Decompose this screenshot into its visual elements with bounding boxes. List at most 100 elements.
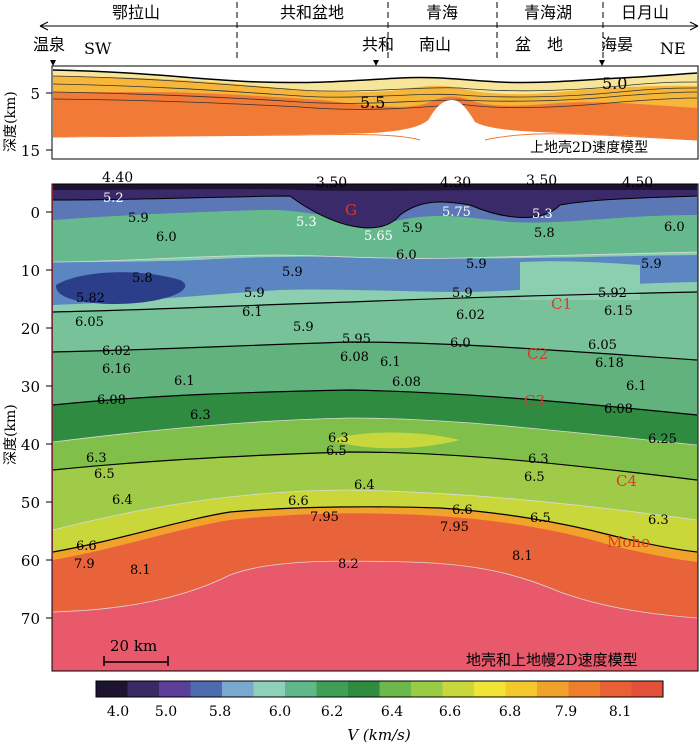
region-header: 鄂拉山 共和盆地 青海 青海湖 日月山 温泉 SW 共和 南山 盆 地 海晏 N… (33, 2, 699, 66)
place-label: 南山 (419, 35, 451, 54)
velocity-label: 6.15 (604, 304, 633, 319)
colorbar-cell (505, 681, 538, 697)
interface-line-moho (52, 506, 698, 553)
colorbar-cell (631, 681, 664, 697)
scale-bar-label: 20 km (110, 637, 157, 655)
velocity-label: 5.9 (402, 221, 423, 236)
contour-line (52, 91, 698, 104)
velocity-label: 6.0 (664, 220, 685, 235)
region-label: 鄂拉山 (112, 3, 160, 22)
surface-velocity: 4.30 (440, 175, 471, 191)
y-tick-label: 40 (21, 436, 40, 454)
contour-line (52, 97, 698, 110)
interface-label-c1: C1 (551, 295, 572, 313)
interface-line-c3 (52, 389, 698, 416)
velocity-label: 6.1 (242, 305, 263, 320)
surface-velocity: 3.50 (526, 173, 557, 189)
place-label: 海晏 (601, 35, 633, 54)
velocity-zone-6.5-patch (330, 432, 460, 449)
interface-label-c4: C4 (616, 472, 637, 490)
colorbar-cell (190, 681, 223, 697)
velocity-label: 6.0 (450, 336, 471, 351)
topography-line (52, 69, 698, 84)
velocity-label: 6.1 (174, 374, 195, 389)
velocity-label: 6.4 (354, 478, 375, 493)
colorbar-cell (316, 681, 349, 697)
colorbar-tick-label: 8.1 (609, 704, 631, 720)
velocity-zone-5.8 (55, 272, 186, 305)
velocity-label: 6.1 (626, 379, 647, 394)
upper-crust-panel: 5.5 5.0 上地壳2D速度模型 5 15 深度(km) (3, 65, 699, 160)
contour-line (52, 83, 698, 98)
upper-model-bottom (52, 133, 698, 141)
y-tick-label: 0 (30, 204, 40, 222)
velocity-label: 6.6 (288, 494, 309, 509)
place-label: 温泉 (33, 35, 65, 54)
velocity-label: 6.0 (396, 248, 417, 263)
colorbar-tick-label: 6.8 (499, 704, 521, 720)
y-tick-label: 60 (21, 552, 40, 570)
region-label: 日月山 (621, 3, 669, 22)
velocity-label: 5.9 (452, 286, 473, 301)
velocity-label: 5.9 (466, 257, 487, 272)
velocity-label: 5.9 (641, 257, 662, 272)
lower-model-panel: 4.40 3.50 4.30 3.50 4.50 G C1 C2 C3 C4 M… (3, 170, 699, 672)
colorbar-cell (568, 681, 601, 697)
velocity-label: 7.95 (440, 520, 469, 535)
velocity-label: 5.9 (244, 286, 265, 301)
velocity-label: 6.08 (340, 350, 369, 365)
interface-line-c1 (52, 291, 698, 313)
interface-label-c3: C3 (524, 392, 545, 410)
upper-velocity-zone (53, 70, 697, 95)
interface-line-g (52, 195, 698, 229)
velocity-zone-6.0-patch (520, 261, 640, 300)
upper-y-axis-label: 深度(km) (3, 91, 19, 152)
colorbar-tick-label: 5.8 (209, 704, 231, 720)
y-tick-label: 15 (21, 142, 40, 160)
region-label: 共和盆地 (280, 3, 344, 22)
arrow-right (689, 25, 699, 31)
interface-label-g: G (345, 201, 357, 219)
velocity-label: 6.02 (102, 344, 131, 359)
contour-value: 5.5 (360, 93, 385, 112)
velocity-label: 5.3 (532, 207, 553, 222)
lower-panel-title: 地壳和上地幔2D速度模型 (466, 651, 638, 669)
y-tick-label: 70 (21, 610, 40, 628)
arrow-right (689, 21, 699, 27)
velocity-label: 6.16 (102, 362, 131, 377)
velocity-label: 6.5 (326, 444, 347, 459)
velocity-label: 6.08 (604, 402, 633, 417)
station-marker (50, 60, 56, 66)
nanshan-high-body (420, 100, 485, 140)
velocity-label: 8.1 (512, 549, 533, 564)
y-tick-label: 50 (21, 494, 40, 512)
velocity-label: 6.5 (530, 511, 551, 526)
velocity-zone-5.3 (53, 184, 697, 228)
velocity-label: 6.4 (112, 493, 133, 508)
place-label: 共和 (362, 35, 394, 54)
lower-y-axis: 0 10 20 30 40 50 60 70 深度(km) (3, 204, 52, 628)
velocity-label: 6.3 (328, 431, 349, 446)
velocity-label: 6.08 (97, 393, 126, 408)
interface-line-c4 (52, 451, 698, 481)
y-tick-label: 10 (21, 262, 40, 280)
velocity-label: 6.08 (392, 375, 421, 390)
colorbar-tick-label: 5.0 (155, 704, 177, 720)
velocity-label: 6.5 (524, 470, 545, 485)
velocity-label: 6.3 (528, 452, 549, 467)
colorbar-cell (127, 681, 160, 697)
velocity-label: 5.8 (534, 226, 555, 241)
velocity-label: 5.95 (342, 332, 371, 347)
colorbar-cell (411, 681, 443, 697)
velocity-label: 6.25 (648, 432, 677, 447)
velocity-labels: 5.2 5.9 6.0 5.3 5.65 5.9 5.75 5.3 5.8 6.… (74, 191, 685, 578)
colorbar-cell (348, 681, 380, 697)
contour-line (52, 251, 698, 263)
colorbar-cell (442, 681, 475, 697)
upper-panel-title: 上地壳2D速度模型 (530, 139, 648, 156)
velocity-zone-surface (53, 184, 697, 191)
velocity-label: 5.9 (293, 320, 314, 335)
colorbar-cell (379, 681, 412, 697)
colorbar-frame (95, 680, 664, 698)
